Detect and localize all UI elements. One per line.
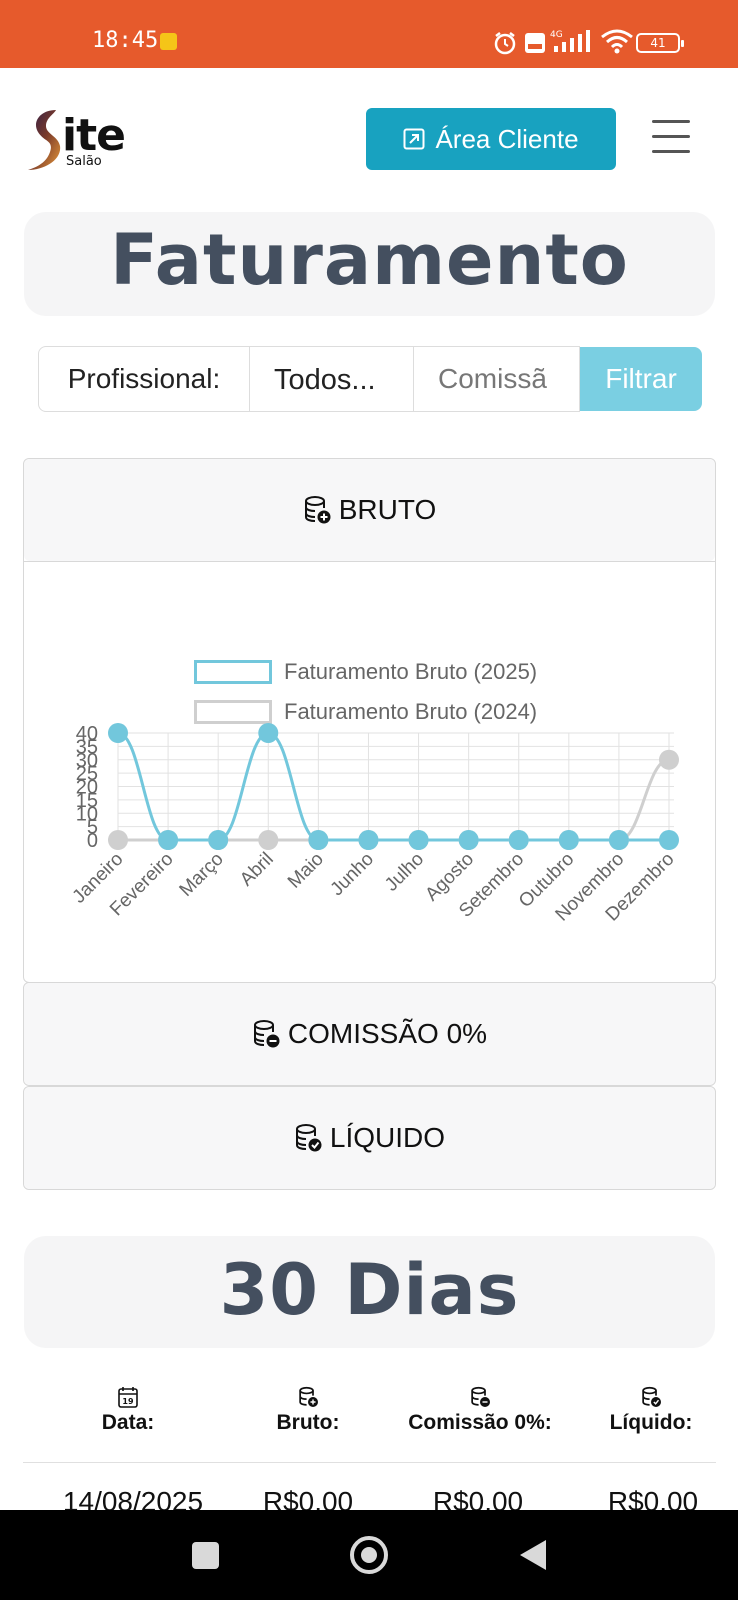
status-time: 18:45	[92, 28, 159, 53]
x-tick-label: Junho	[327, 849, 378, 900]
col-header-comissao-label: Comissão 0%:	[408, 1411, 552, 1434]
signal-4g-icon: 4G	[550, 30, 590, 52]
database-minus-icon	[253, 1020, 280, 1048]
bruto-panel: BRUTO Faturamento Bruto (2025) Faturamen…	[23, 458, 716, 983]
liquido-panel-title: LÍQUIDO	[329, 1122, 446, 1153]
trinta-dias-title-card: 30 Dias	[24, 1236, 715, 1348]
series-1-point-0	[108, 830, 128, 850]
liquido-panel-header[interactable]: LÍQUIDO	[24, 1087, 715, 1189]
bruto-panel-header[interactable]: BRUTO	[24, 459, 715, 561]
col-header-data: 19 Data:	[63, 1386, 193, 1435]
y-tick-label: 5	[87, 817, 98, 839]
col-header-data-label: Data:	[101, 1411, 155, 1434]
series-0-point-3	[258, 723, 279, 743]
wifi-icon	[601, 29, 633, 54]
status-bar: 18:45 4G 41	[0, 0, 738, 68]
series-0-point-7	[458, 830, 479, 850]
legend-item-2025[interactable]: Faturamento Bruto (2025)	[194, 652, 537, 692]
table-header-divider	[23, 1462, 716, 1463]
y-tick-label: 10	[76, 803, 98, 825]
volte-icon	[525, 33, 545, 53]
filtrar-button[interactable]: Filtrar	[580, 347, 702, 411]
call-icon	[160, 33, 177, 50]
chart-legend: Faturamento Bruto (2025) Faturamento Bru…	[194, 652, 537, 732]
col-header-bruto: Bruto:	[243, 1386, 373, 1435]
site-logo[interactable]: ite Salão	[26, 104, 136, 172]
faturamento-title-card: Faturamento	[24, 212, 715, 316]
y-tick-label: 30	[76, 750, 98, 772]
filter-form: Profissional: Todos... Comissã Filtrar	[38, 346, 702, 412]
menu-toggle-button[interactable]	[652, 120, 690, 154]
y-tick-label: 40	[76, 723, 98, 745]
logo-face-icon	[28, 110, 61, 170]
legend-label-2024: Faturamento Bruto (2024)	[284, 699, 538, 724]
x-tick-label: Maio	[284, 849, 328, 893]
y-tick-label: 0	[87, 830, 98, 852]
col-header-liquido: Líquido:	[591, 1386, 711, 1435]
database-check-icon	[642, 1386, 661, 1407]
area-cliente-button[interactable]: Área Cliente	[366, 108, 616, 170]
legend-item-2024[interactable]: Faturamento Bruto (2024)	[194, 692, 537, 732]
android-nav-bar	[0, 1510, 738, 1600]
series-1-point-11	[659, 749, 679, 770]
recents-button[interactable]	[192, 1542, 219, 1569]
logo-subtext: Salão	[66, 154, 102, 169]
comissao-panel-header[interactable]: COMISSÃO 0%	[24, 983, 715, 1085]
bruto-panel-title: BRUTO	[338, 494, 437, 525]
alarm-icon	[494, 32, 516, 55]
y-tick-label: 20	[76, 777, 98, 799]
profissional-select[interactable]: Todos...	[250, 346, 414, 412]
series-0-point-2	[208, 830, 229, 850]
series-0-point-11	[659, 830, 679, 850]
series-0-point-1	[158, 830, 179, 850]
y-tick-label: 15	[76, 790, 98, 812]
col-header-bruto-label: Bruto:	[276, 1411, 340, 1434]
section-title-30-dias: 30 Dias	[217, 1249, 522, 1331]
home-button[interactable]	[350, 1536, 388, 1574]
battery-icon: 41	[636, 33, 684, 53]
bruto-chart-container: Faturamento Bruto (2025) Faturamento Bru…	[24, 561, 715, 982]
series-0-point-9	[558, 830, 579, 850]
col-header-liquido-label: Líquido:	[609, 1411, 693, 1434]
logo-text: ite	[62, 110, 126, 161]
legend-swatch-2024	[194, 700, 272, 724]
database-add-icon	[299, 1386, 318, 1407]
legend-label-2025: Faturamento Bruto (2025)	[284, 659, 538, 684]
y-tick-label: 25	[76, 763, 98, 785]
external-link-icon	[403, 128, 425, 150]
hamburger-icon	[652, 120, 690, 123]
col-header-comissao: Comissão 0%:	[395, 1386, 565, 1435]
back-button[interactable]	[520, 1540, 546, 1570]
series-0-point-0	[108, 723, 128, 743]
series-0-point-5	[358, 830, 379, 850]
area-cliente-label: Área Cliente	[435, 123, 579, 154]
series-0-point-6	[408, 830, 429, 850]
liquido-panel: LÍQUIDO	[23, 1086, 716, 1190]
page-title: Faturamento	[108, 219, 631, 301]
comissao-input[interactable]: Comissã	[414, 346, 580, 412]
x-tick-label: Abril	[236, 849, 278, 891]
y-tick-label: 35	[76, 736, 98, 758]
series-0-point-10	[608, 830, 629, 850]
series-1-point-3	[258, 830, 279, 850]
calendar-icon: 19	[118, 1387, 138, 1408]
profissional-label: Profissional:	[38, 346, 250, 412]
series-0-point-4	[308, 830, 329, 850]
x-tick-label: Julho	[381, 849, 428, 896]
comissao-panel-title: COMISSÃO 0%	[287, 1018, 488, 1049]
database-minus-icon	[471, 1386, 490, 1407]
series-0-point-8	[508, 830, 529, 850]
svg-text:4G: 4G	[550, 30, 563, 40]
comissao-panel: COMISSÃO 0%	[23, 982, 716, 1086]
calendar-icon-day: 19	[122, 1397, 134, 1406]
database-check-icon	[295, 1124, 322, 1152]
database-add-icon	[304, 496, 331, 524]
legend-swatch-2025	[194, 660, 272, 684]
x-tick-label: Março	[176, 849, 228, 901]
